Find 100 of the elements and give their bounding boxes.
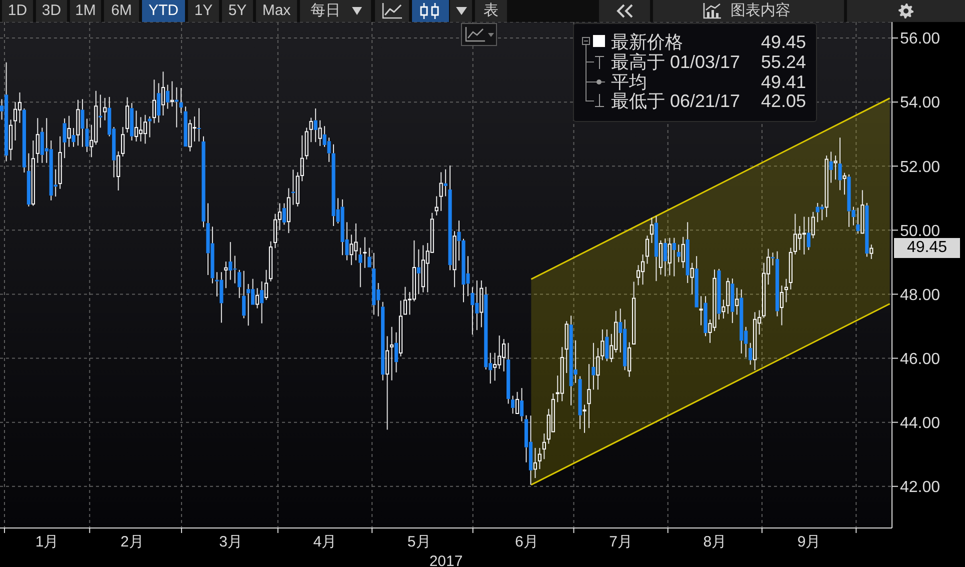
- x-tick-label: 2月: [120, 534, 144, 551]
- candlestick: [138, 116, 143, 142]
- candlestick: [842, 172, 846, 196]
- candlestick: [681, 236, 685, 268]
- candlestick: [286, 188, 290, 234]
- candlestick: [640, 254, 645, 286]
- candlestick: [515, 391, 520, 414]
- candlestick: [448, 164, 452, 271]
- candlestick: [493, 352, 497, 382]
- candlestick: [658, 240, 663, 276]
- candlestick: [26, 152, 30, 207]
- annotation: 平均: [611, 72, 647, 92]
- candlestick: [600, 328, 604, 361]
- candlestick: [824, 155, 828, 218]
- candlestick: [184, 106, 188, 147]
- candlestick: [264, 269, 268, 300]
- candlestick: [116, 150, 120, 191]
- candlestick: [318, 120, 322, 146]
- button: Max: [256, 0, 297, 22]
- candlestick: [452, 230, 456, 288]
- button: 5Y: [222, 0, 253, 22]
- candlestick: [506, 342, 510, 404]
- candlestick: [730, 278, 734, 324]
- annotation: 55.24: [760, 52, 806, 72]
- button: 3D: [36, 0, 67, 22]
- candlestick: [372, 252, 376, 316]
- candlestick: [126, 96, 130, 133]
- candlestick: [130, 102, 134, 141]
- candlestick: [434, 196, 438, 216]
- candlestick: [645, 235, 650, 264]
- candlestick: [394, 332, 398, 373]
- y-tick-label: 48.00: [900, 286, 940, 304]
- candlestick: [699, 296, 703, 326]
- y-tick-label: 50.00: [900, 222, 940, 240]
- annotation: 49.45: [760, 32, 806, 52]
- candlestick: [780, 285, 784, 326]
- candlestick: [717, 268, 721, 320]
- button: 1M: [70, 0, 101, 22]
- button: YTD: [142, 0, 185, 22]
- candlestick: [735, 287, 739, 316]
- x-tick-label: 3月: [219, 534, 243, 551]
- candlestick: [704, 296, 708, 337]
- button: 1Y: [188, 0, 219, 22]
- x-tick-label: 9月: [797, 534, 821, 551]
- candlestick: [166, 84, 170, 110]
- candlestick: [560, 346, 564, 402]
- candlestick: [694, 256, 698, 308]
- y-tick-label: 54.00: [900, 94, 940, 112]
- candlestick: [520, 388, 524, 422]
- candlestick: [291, 169, 295, 206]
- candlestick: [722, 299, 726, 320]
- y-tick-label: 46.00: [900, 350, 940, 368]
- candlestick: [686, 222, 690, 284]
- y-tick-label: 42.00: [900, 479, 940, 496]
- candlestick: [76, 99, 80, 146]
- candlestick: [596, 348, 600, 390]
- candlestick: [834, 155, 838, 180]
- button: 表: [475, 0, 507, 22]
- candlestick: [470, 286, 474, 336]
- candlestick: [650, 217, 654, 244]
- candlestick: [542, 433, 546, 460]
- candlestick: [368, 247, 372, 268]
- candlestick: [484, 286, 488, 370]
- annotation: 最新价格: [611, 32, 683, 52]
- candlestick: [80, 98, 84, 148]
- candlestick: [632, 281, 636, 344]
- x-axis-title: 2017: [429, 553, 463, 567]
- annotation: 49.41: [760, 72, 806, 92]
- x-tick-label: 5月: [407, 534, 431, 551]
- candlestick: [273, 213, 278, 249]
- candlestick: [668, 237, 672, 276]
- button: 图表内容: [653, 0, 844, 22]
- candlestick: [31, 140, 35, 206]
- candlestick: [690, 262, 694, 295]
- candlestick: [510, 395, 515, 414]
- candlestick: [582, 404, 586, 434]
- candlestick: [224, 261, 228, 289]
- candlestick: [152, 79, 156, 124]
- candlestick: [605, 328, 609, 362]
- candlestick: [255, 288, 260, 309]
- candlestick: [564, 320, 568, 374]
- candlestick: [856, 207, 860, 234]
- candlestick: [676, 244, 680, 263]
- candlestick: [385, 336, 390, 430]
- candlestick: [143, 114, 148, 144]
- candlestick: [748, 342, 752, 366]
- candlestick: [304, 127, 308, 160]
- button: 6M: [104, 0, 139, 22]
- candlestick: [726, 277, 730, 314]
- candlestick: [740, 288, 744, 354]
- candlestick: [753, 312, 757, 371]
- candlestick: [170, 80, 174, 108]
- candlestick: [103, 97, 107, 121]
- candlestick: [870, 244, 874, 260]
- candlestick: [156, 82, 160, 124]
- candlestick: [268, 240, 273, 282]
- candlestick: [390, 326, 394, 381]
- annotation: 最低于 06/21/17: [611, 91, 740, 111]
- candlestick: [228, 242, 232, 280]
- candlestick: [161, 71, 165, 116]
